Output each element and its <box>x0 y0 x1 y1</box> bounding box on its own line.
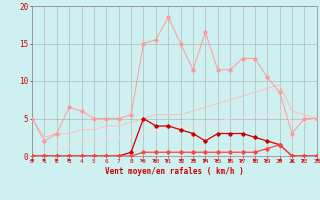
X-axis label: Vent moyen/en rafales ( km/h ): Vent moyen/en rafales ( km/h ) <box>105 167 244 176</box>
